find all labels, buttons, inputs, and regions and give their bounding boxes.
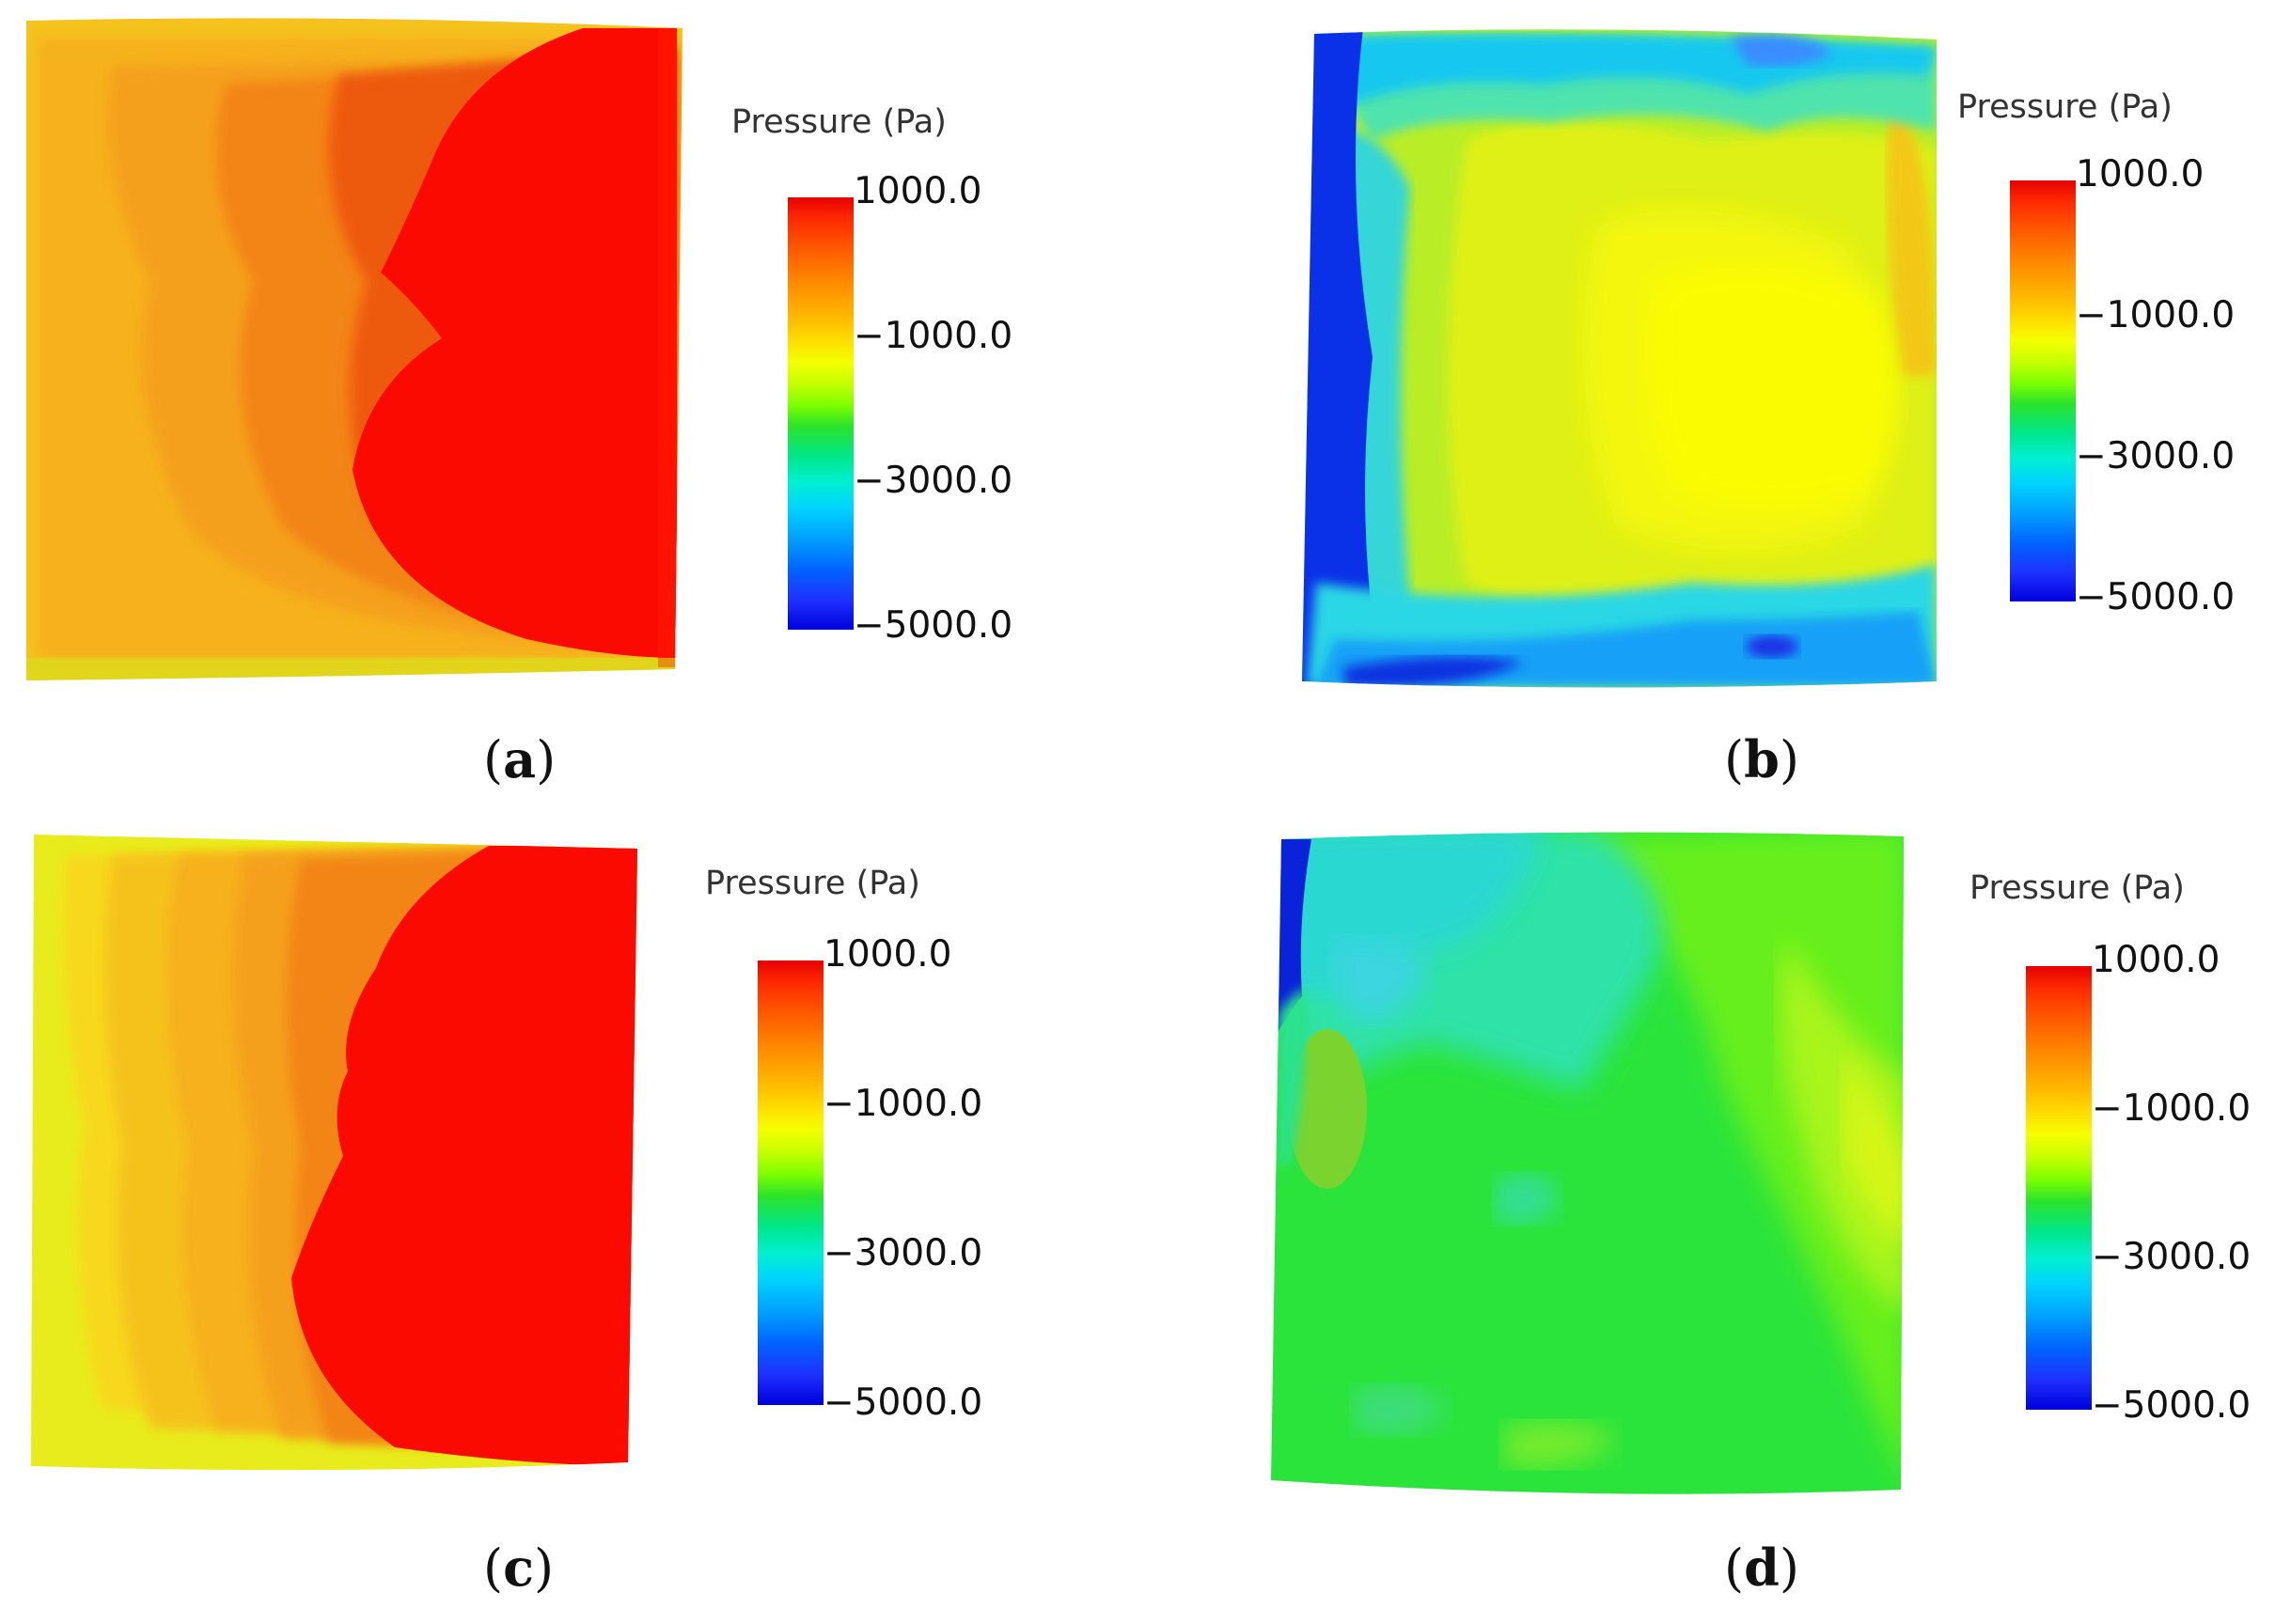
legend-title-b: Pressure (Pa) [1957, 88, 2173, 126]
contour-plot-c [31, 835, 637, 1471]
contour-plot-a [26, 18, 683, 681]
colorbar-c-tick-3: −3000.0 [824, 1232, 983, 1274]
colorbar-b-tick-min: −5000.0 [2076, 576, 2236, 618]
colorbar-d-tick-min: −5000.0 [2092, 1384, 2252, 1427]
caption-b: (b) [1724, 729, 1799, 789]
colorbar-d-tick-2: −1000.0 [2092, 1087, 2252, 1130]
caption-c: (c) [483, 1538, 555, 1598]
colorbar-b-tick-max: 1000.0 [2076, 153, 2205, 195]
colorbar-c-tick-max: 1000.0 [824, 933, 952, 976]
colorbar-a [788, 197, 854, 630]
legend-title-a: Pressure (Pa) [731, 103, 947, 141]
colorbar-b-tick-3: −3000.0 [2076, 435, 2236, 477]
caption-d: (d) [1724, 1538, 1799, 1598]
caption-a: (a) [483, 729, 557, 789]
colorbar-b [2010, 180, 2076, 601]
contour-plot-d [1271, 832, 1904, 1494]
colorbar-b-tick-2: −1000.0 [2076, 294, 2236, 336]
colorbar-d-tick-3: −3000.0 [2092, 1236, 2252, 1278]
colorbar-a-tick-2: −1000.0 [854, 315, 1013, 357]
colorbar-d-tick-max: 1000.0 [2092, 939, 2220, 981]
colorbar-a-tick-max: 1000.0 [854, 170, 982, 212]
colorbar-d [2026, 966, 2092, 1410]
colorbar-c [758, 960, 824, 1405]
colorbar-a-tick-3: −3000.0 [854, 460, 1013, 502]
colorbar-a-tick-min: −5000.0 [854, 604, 1013, 647]
colorbar-c-tick-min: −5000.0 [824, 1382, 983, 1424]
legend-title-d: Pressure (Pa) [1969, 869, 2185, 907]
contour-plot-b [1302, 29, 1937, 688]
colorbar-c-tick-2: −1000.0 [824, 1083, 983, 1125]
legend-title-c: Pressure (Pa) [705, 865, 920, 902]
